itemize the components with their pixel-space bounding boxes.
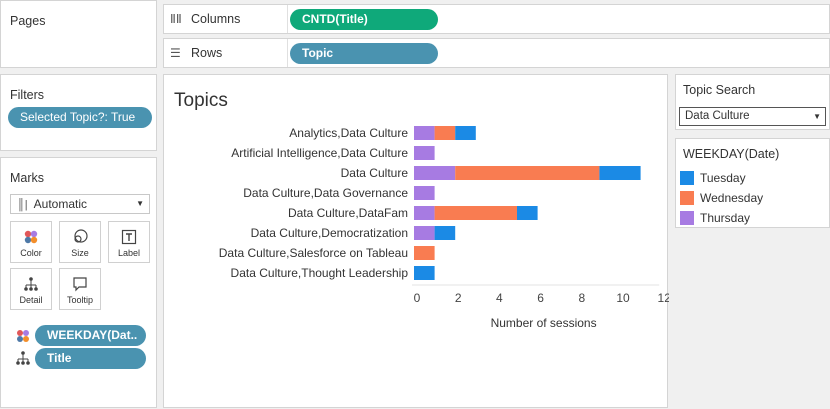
detail-icon	[24, 277, 38, 291]
x-tick-label-4: 4	[496, 291, 503, 305]
rows-icon: ☰	[170, 46, 181, 60]
rows-shelf-label: ☰ Rows	[164, 39, 288, 67]
sheet-title: Topics	[174, 90, 228, 111]
columns-icon: ⅡⅡ	[170, 12, 182, 26]
legend-item-tuesday[interactable]: Tuesday	[680, 170, 746, 186]
text-label-icon	[121, 229, 137, 245]
bar-chart-icon: ║|	[17, 199, 28, 211]
marks-title: Marks	[10, 171, 45, 185]
columns-shelf[interactable]: ⅡⅡ Columns CNTD(Title)	[163, 4, 830, 34]
marks-size-label: Size	[71, 248, 89, 258]
chevron-down-icon: ▼	[813, 112, 821, 121]
detail-field-icon	[16, 351, 30, 365]
category-label-data-culture-data-governance: Data Culture,Data Governance	[243, 186, 408, 200]
bar-data-culture-thursday[interactable]	[414, 166, 456, 180]
category-label-data-culture-datafam: Data Culture,DataFam	[288, 206, 408, 220]
topic-search-panel: Topic Search Data Culture ▼	[675, 74, 830, 130]
filters-panel[interactable]: Filters Selected Topic?: True	[0, 74, 157, 151]
marks-detail-label: Detail	[19, 295, 43, 305]
legend-swatch-thursday	[680, 211, 694, 225]
tooltip-icon	[73, 277, 87, 292]
chart-panel: Topics Analytics,Data Culture Artificial …	[163, 74, 669, 408]
x-tick-label-6: 6	[537, 291, 544, 305]
chevron-down-icon: ▼	[136, 199, 144, 208]
columns-shelf-label: ⅡⅡ Columns	[164, 5, 288, 33]
x-axis-title: Number of sessions	[491, 316, 597, 330]
bar-artificial-intelligence-data-culture-thursday[interactable]	[414, 146, 435, 160]
legend-title: WEEKDAY(Date)	[683, 147, 780, 161]
category-label-artificial-intelligence-data-culture: Artificial Intelligence,Data Culture	[231, 146, 408, 160]
topic-search-select[interactable]: Data Culture ▼	[679, 107, 826, 126]
bar-data-culture-democratization-tuesday[interactable]	[434, 226, 456, 240]
marks-label-label: Label	[117, 248, 141, 258]
rows-pill-topic[interactable]: Topic	[290, 43, 438, 64]
size-icon	[74, 229, 88, 243]
color-field-icon	[17, 330, 29, 342]
x-tick-label-0: 0	[414, 291, 421, 305]
legend-panel: WEEKDAY(Date) Tuesday Wednesday Thursday	[675, 138, 830, 228]
bar-data-culture-tuesday[interactable]	[599, 166, 641, 180]
topic-search-value: Data Culture	[685, 110, 750, 122]
marks-color-button[interactable]: Color	[10, 221, 52, 263]
filter-pill-selected-topic[interactable]: Selected Topic?: True	[8, 107, 152, 128]
bar-analytics-data-culture-thursday[interactable]	[414, 126, 435, 140]
legend-item-thursday[interactable]: Thursday	[680, 210, 750, 226]
marks-tooltip-label: Tooltip	[66, 295, 93, 305]
x-tick-label-8: 8	[578, 291, 585, 305]
color-icon	[24, 230, 38, 244]
legend-swatch-tuesday	[680, 171, 694, 185]
bar-data-culture-salesforce-on-tableau-wednesday[interactable]	[414, 246, 435, 260]
category-label-data-culture-salesforce-on-tableau: Data Culture,Salesforce on Tableau	[219, 246, 408, 260]
mark-type-select[interactable]: ║| Automatic ▼	[10, 194, 150, 214]
category-label-data-culture-thought-leadership: Data Culture,Thought Leadership	[231, 266, 409, 280]
pages-panel[interactable]: Pages	[0, 0, 157, 68]
legend-label-wednesday: Wednesday	[700, 191, 764, 205]
marks-tooltip-button[interactable]: Tooltip	[59, 268, 101, 310]
marks-field-title[interactable]: Title	[35, 348, 146, 369]
bar-analytics-data-culture-tuesday[interactable]	[455, 126, 476, 140]
marks-color-label: Color	[20, 248, 42, 258]
bar-data-culture-thought-leadership-tuesday[interactable]	[414, 266, 435, 280]
columns-pill-cntd-title[interactable]: CNTD(Title)	[290, 9, 438, 30]
x-tick-label-12: 12	[658, 291, 669, 305]
bar-data-culture-datafam-wednesday[interactable]	[434, 206, 517, 220]
topic-search-title: Topic Search	[683, 83, 756, 97]
bar-analytics-data-culture-wednesday[interactable]	[434, 126, 456, 140]
rows-label: Rows	[191, 46, 223, 60]
legend-label-thursday: Thursday	[700, 211, 751, 225]
marks-detail-button[interactable]: Detail	[10, 268, 52, 310]
category-label-analytics-data-culture: Analytics,Data Culture	[289, 126, 408, 140]
pages-title: Pages	[10, 14, 46, 28]
legend-label-tuesday: Tuesday	[700, 171, 746, 185]
legend-item-wednesday[interactable]: Wednesday	[680, 190, 763, 206]
bar-data-culture-datafam-tuesday[interactable]	[517, 206, 538, 220]
x-tick-label-2: 2	[455, 291, 462, 305]
bar-data-culture-democratization-thursday[interactable]	[414, 226, 435, 240]
legend-swatch-wednesday	[680, 191, 694, 205]
filters-title: Filters	[10, 88, 45, 102]
category-label-data-culture: Data Culture	[341, 166, 409, 180]
rows-shelf[interactable]: ☰ Rows Topic	[163, 38, 830, 68]
bar-chart: Analytics,Data Culture Artificial Intelli…	[219, 126, 669, 330]
marks-size-button[interactable]: Size	[59, 221, 101, 263]
bar-data-culture-data-governance-thursday[interactable]	[414, 186, 435, 200]
bar-data-culture-datafam-thursday[interactable]	[414, 206, 435, 220]
x-tick-label-10: 10	[616, 291, 630, 305]
category-label-data-culture-democratization: Data Culture,Democratization	[251, 226, 408, 240]
columns-label: Columns	[191, 12, 241, 26]
bar-data-culture-wednesday[interactable]	[455, 166, 600, 180]
marks-field-weekday[interactable]: WEEKDAY(Dat..	[35, 325, 146, 346]
marks-panel: Marks ║| Automatic ▼ Color Size Label Det…	[0, 157, 157, 408]
mark-type-value: Automatic	[33, 197, 88, 211]
marks-label-button[interactable]: Label	[108, 221, 150, 263]
